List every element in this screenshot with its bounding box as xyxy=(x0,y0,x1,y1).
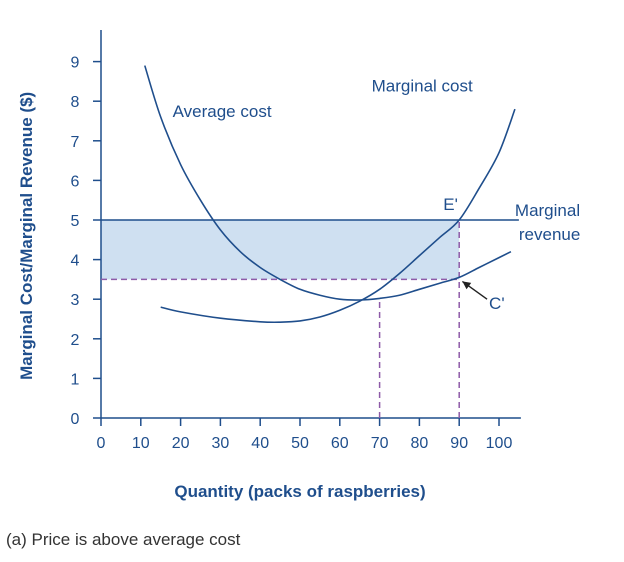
annotation-label: Marginal cost xyxy=(372,76,473,95)
x-axis-title: Quantity (packs of raspberries) xyxy=(174,482,425,501)
x-tick-label: 10 xyxy=(132,435,150,452)
annotation-label: E' xyxy=(443,195,458,214)
x-tick-label: 30 xyxy=(212,435,230,452)
labels-layer: Average cost Marginal cost Marginal revenue… xyxy=(173,76,581,313)
y-tick-label: 7 xyxy=(71,134,80,151)
y-tick-label: 2 xyxy=(71,332,80,349)
y-tick-label: 8 xyxy=(71,94,80,111)
x-tick-label: 100 xyxy=(486,435,513,452)
x-tick-label: 60 xyxy=(331,435,349,452)
y-tick-label: 9 xyxy=(71,55,80,72)
average-cost-curve xyxy=(144,65,512,301)
x-tick-label: 90 xyxy=(450,435,468,452)
annotation-label: revenue xyxy=(519,225,580,244)
x-tick-label: 50 xyxy=(291,435,309,452)
x-tick-label: 20 xyxy=(172,435,190,452)
annotation-label: Marginal xyxy=(515,201,580,220)
y-tick-label: 1 xyxy=(71,371,80,388)
y-tick-label: 4 xyxy=(71,253,80,270)
y-axis-title: Marginal Cost/Marginal Revenue ($) xyxy=(17,92,36,380)
shaded-profit-region-layer xyxy=(101,220,460,280)
x-tick-label: 40 xyxy=(251,435,269,452)
figure-caption: (a) Price is above average cost xyxy=(6,530,241,549)
series-layer xyxy=(101,65,519,324)
x-tick-label: 70 xyxy=(371,435,389,452)
y-tick-label: 0 xyxy=(71,411,80,428)
y-tick-label: 5 xyxy=(71,213,80,230)
arrow-head xyxy=(462,281,472,290)
annotation-label: C' xyxy=(489,294,505,313)
y-tick-label: 3 xyxy=(71,292,80,309)
x-tick-label: 80 xyxy=(411,435,429,452)
x-tick-label: 0 xyxy=(97,435,106,452)
marginal-cost-curve xyxy=(160,108,516,324)
y-tick-label: 6 xyxy=(71,173,80,190)
reference-lines-layer xyxy=(101,220,460,418)
shaded-profit-region xyxy=(101,220,460,280)
annotation-label: Average cost xyxy=(173,102,272,121)
